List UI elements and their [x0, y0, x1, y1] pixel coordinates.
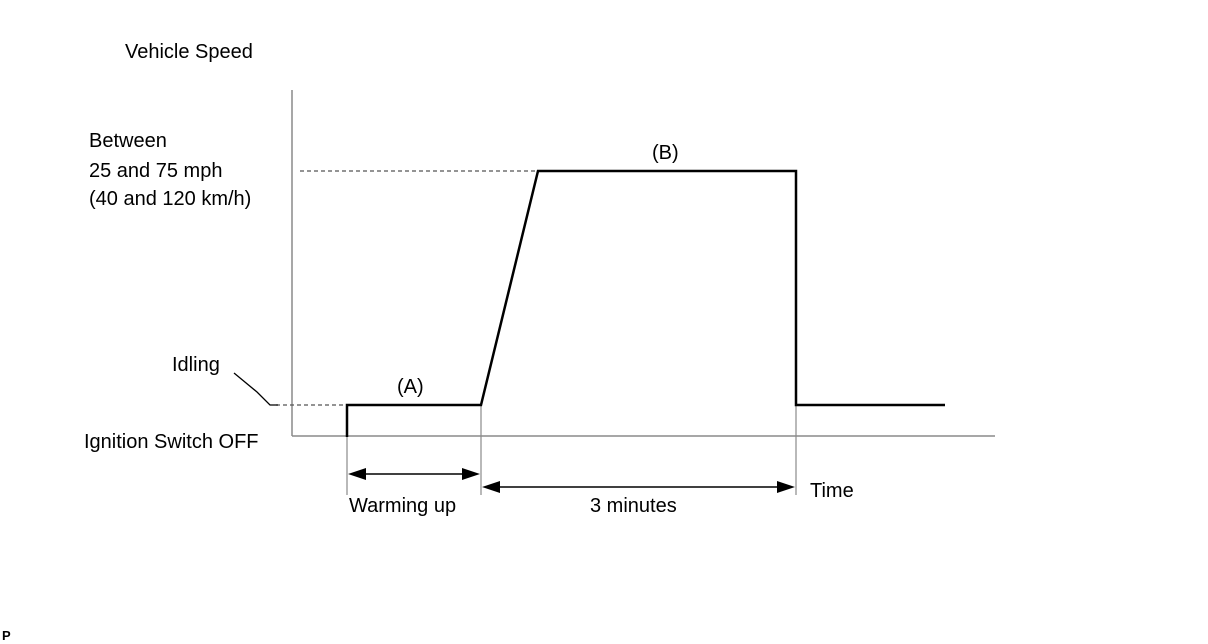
speed-level-label-line3: (40 and 120 km/h): [89, 188, 251, 210]
idling-label: Idling: [172, 354, 220, 376]
speed-level-label-line2: 25 and 75 mph: [89, 160, 222, 182]
duration-dimension-arrow: [482, 481, 795, 493]
phase-b-label: (B): [652, 142, 679, 164]
y-axis-label: Vehicle Speed: [125, 41, 253, 63]
duration-label: 3 minutes: [590, 495, 677, 517]
speed-profile-line: [345, 169, 945, 437]
warming-up-dimension-arrow: [348, 468, 480, 480]
phase-a-label: (A): [397, 376, 424, 398]
speed-level-label-line1: Between: [89, 130, 167, 152]
corner-mark: P: [2, 628, 11, 643]
warming-up-label: Warming up: [349, 495, 456, 517]
idling-leader-line: [233, 372, 278, 406]
x-axis-label: Time: [810, 480, 854, 502]
ignition-switch-label: Ignition Switch OFF: [84, 431, 259, 453]
